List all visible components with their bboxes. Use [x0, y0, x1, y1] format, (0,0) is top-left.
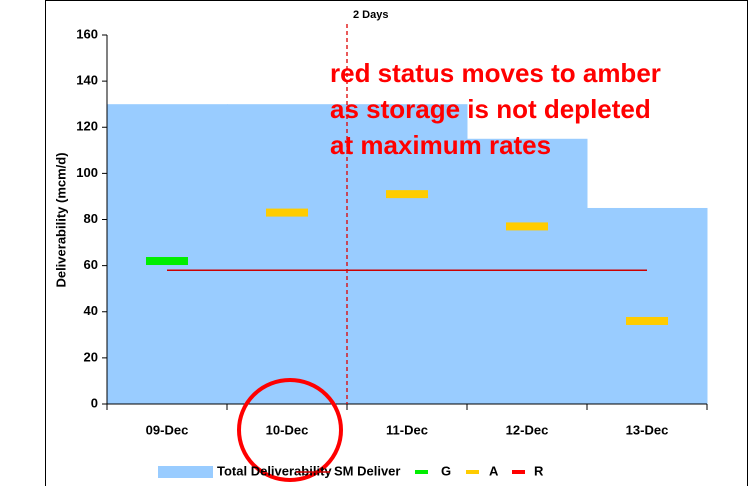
- annotation: as storage is not depleted: [330, 94, 651, 124]
- area-step: [587, 207, 708, 404]
- y-tick-label: 80: [84, 211, 98, 226]
- area-step: [347, 104, 468, 404]
- y-tick-label: 160: [76, 26, 98, 41]
- divider-label: 2 Days: [353, 9, 388, 21]
- y-tick-label: 60: [84, 257, 98, 272]
- x-tick-label: 12-Dec: [506, 422, 549, 437]
- x-tick-label: 09-Dec: [146, 422, 189, 437]
- legend-label: SM Deliver: [334, 463, 400, 478]
- y-tick-label: 0: [91, 395, 98, 410]
- legend-label: R: [534, 463, 544, 478]
- legend-label: Total Deliverability: [217, 463, 332, 478]
- y-tick-label: 20: [84, 349, 98, 364]
- x-tick-label: 11-Dec: [386, 422, 428, 437]
- legend-swatch: [158, 466, 213, 478]
- annotation: red status moves to amber: [330, 58, 661, 88]
- y-tick-label: 40: [84, 303, 98, 318]
- x-tick-label: 13-Dec: [626, 422, 669, 437]
- y-axis-label: Deliverability (mcm/d): [53, 152, 68, 287]
- legend-swatch: [512, 470, 525, 474]
- status-marker: [626, 316, 668, 325]
- legend-swatch: [415, 470, 428, 474]
- status-marker: [506, 222, 548, 231]
- legend-swatch: [466, 470, 479, 474]
- annotation: at maximum rates: [330, 130, 551, 160]
- area-step: [227, 104, 348, 404]
- highlight-circle: [237, 378, 343, 482]
- legend-label: A: [489, 463, 499, 478]
- area-step: [467, 138, 588, 404]
- x-tick-label: 10-Dec: [266, 422, 309, 437]
- area-step: [107, 104, 228, 404]
- y-tick-label: 140: [76, 73, 98, 88]
- legend-label: G: [441, 463, 451, 478]
- y-tick-label: 120: [76, 119, 98, 134]
- status-marker: [146, 257, 188, 266]
- status-marker: [266, 208, 308, 217]
- y-tick-label: 100: [76, 165, 98, 180]
- status-marker: [386, 190, 428, 199]
